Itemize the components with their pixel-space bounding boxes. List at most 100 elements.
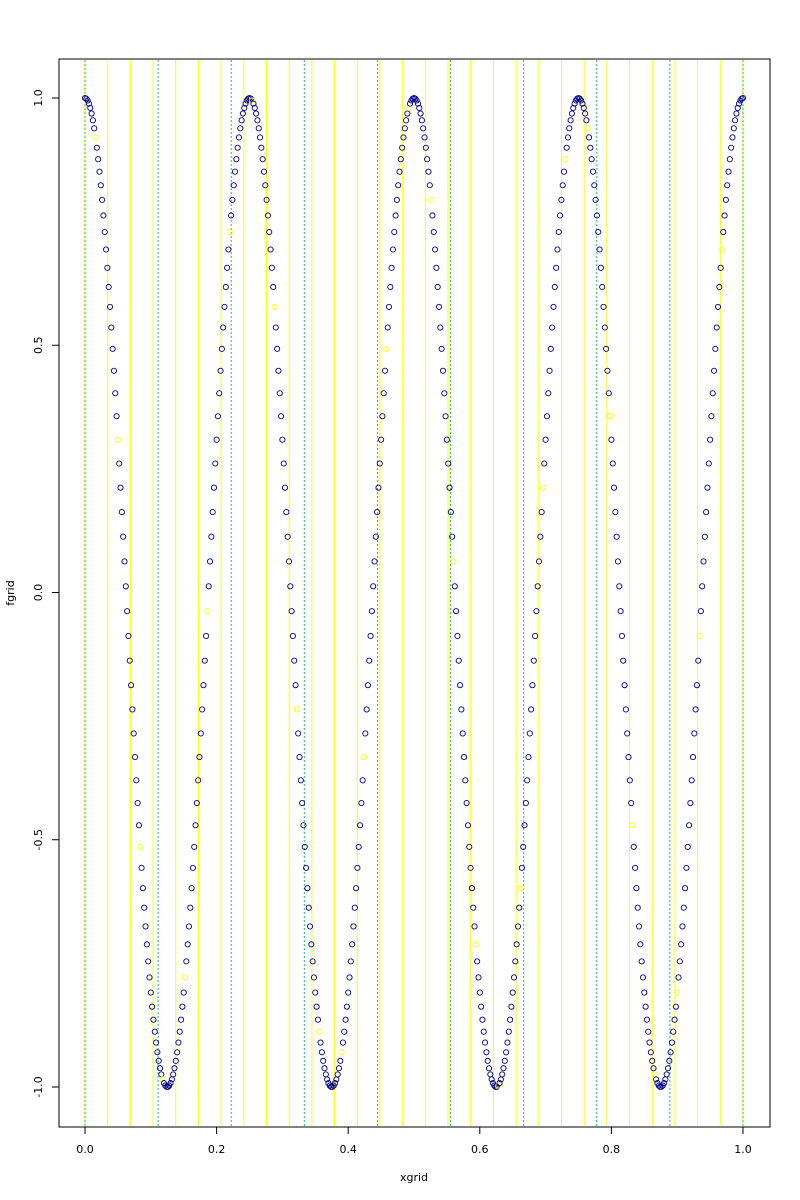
- data-point: [153, 1039, 160, 1046]
- data-point: [478, 1003, 485, 1010]
- data-point: [535, 558, 543, 565]
- data-point: [605, 390, 612, 397]
- data-point: [341, 1028, 348, 1035]
- data-point: [299, 800, 306, 807]
- data-point: [154, 1049, 161, 1056]
- data-point: [488, 1076, 495, 1083]
- data-point: [639, 974, 647, 981]
- data-point: [525, 754, 532, 761]
- data-point: [476, 989, 483, 996]
- data-point: [404, 110, 411, 117]
- data-point: [268, 264, 275, 271]
- y-tick-label: -0.5: [32, 829, 45, 850]
- data-point: [197, 730, 204, 737]
- data-point: [559, 182, 566, 189]
- data-point: [674, 989, 681, 996]
- data-point: [717, 264, 724, 271]
- data-point: [503, 1049, 510, 1056]
- data-point: [632, 864, 639, 871]
- data-point: [551, 283, 558, 291]
- data-point: [195, 777, 202, 784]
- data-point: [608, 436, 615, 443]
- data-point: [178, 1016, 185, 1023]
- data-point: [622, 706, 629, 713]
- data-point: [505, 1028, 512, 1035]
- data-point: [103, 246, 110, 253]
- data-point: [484, 1057, 491, 1064]
- data-point: [117, 484, 124, 491]
- data-point: [183, 958, 190, 965]
- data-point: [733, 110, 740, 117]
- data-point: [603, 345, 610, 352]
- data-point: [592, 196, 599, 203]
- data-point: [185, 923, 193, 930]
- data-point: [529, 682, 536, 689]
- data-point: [725, 168, 732, 175]
- data-point: [258, 144, 265, 151]
- data-point: [192, 822, 199, 829]
- data-point: [589, 168, 597, 175]
- data-point: [637, 941, 644, 948]
- data-point: [664, 1065, 672, 1072]
- data-point: [413, 97, 420, 104]
- data-point: [728, 144, 735, 151]
- data-point: [516, 904, 523, 911]
- data-point: [374, 509, 381, 516]
- data-point: [625, 754, 632, 761]
- data-point: [526, 730, 533, 737]
- data-point: [643, 1016, 650, 1023]
- data-point: [633, 885, 640, 892]
- data-point: [618, 632, 625, 639]
- data-point: [203, 632, 210, 639]
- data-point: [712, 345, 719, 352]
- data-point: [356, 822, 364, 829]
- data-point: [704, 484, 711, 491]
- data-point: [446, 484, 453, 491]
- data-point: [708, 413, 715, 420]
- data-point: [499, 1071, 506, 1078]
- data-point: [730, 125, 737, 132]
- data-point: [297, 777, 304, 784]
- y-axis-label: fgrid: [4, 580, 17, 605]
- data-point: [635, 923, 643, 930]
- data-point: [364, 682, 371, 689]
- data-point: [324, 1076, 331, 1083]
- data-point: [713, 324, 720, 331]
- data-point: [441, 390, 448, 397]
- data-point: [233, 156, 240, 163]
- data-point: [179, 1003, 186, 1010]
- data-point: [84, 97, 91, 104]
- data-point: [435, 303, 443, 310]
- data-point: [651, 1071, 658, 1078]
- data-point: [150, 1016, 157, 1023]
- data-point: [118, 509, 125, 516]
- data-point: [676, 958, 683, 965]
- data-point: [380, 390, 387, 397]
- data-point: [387, 283, 394, 291]
- data-point: [274, 345, 281, 352]
- data-point: [210, 484, 218, 491]
- data-point: [110, 367, 117, 374]
- data-point: [253, 110, 260, 117]
- data-point: [180, 989, 187, 996]
- data-point: [534, 583, 541, 590]
- x-tick-label: 0.6: [471, 1143, 489, 1156]
- data-point: [447, 509, 454, 516]
- data-point: [432, 246, 439, 253]
- data-point: [372, 533, 379, 540]
- data-point: [517, 885, 524, 892]
- data-point: [621, 682, 628, 689]
- data-point: [705, 460, 712, 467]
- data-point: [384, 324, 391, 331]
- data-point: [120, 533, 127, 540]
- data-point: [129, 706, 136, 713]
- y-tick-label: 0.0: [32, 584, 45, 602]
- data-point: [303, 864, 310, 871]
- data-point: [455, 657, 462, 664]
- data-point: [482, 1039, 489, 1046]
- vertical-lines: [84, 60, 744, 1126]
- data-point: [672, 1003, 679, 1010]
- data-point: [533, 608, 540, 615]
- data-point: [397, 156, 404, 163]
- data-point: [667, 1049, 674, 1056]
